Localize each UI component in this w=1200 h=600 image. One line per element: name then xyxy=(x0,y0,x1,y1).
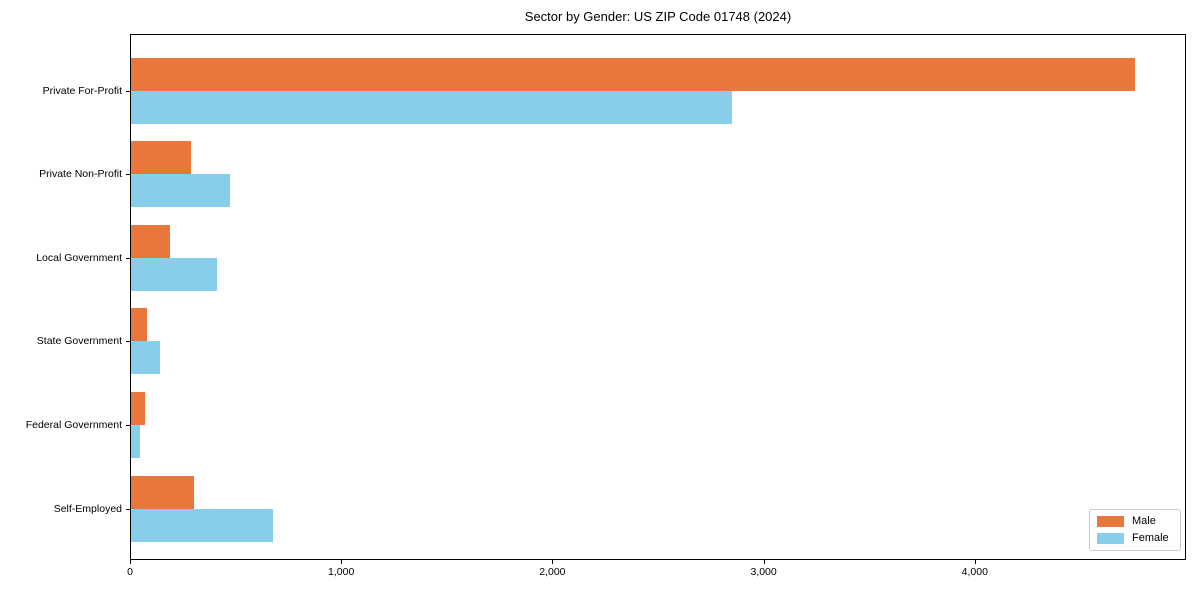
x-tick-label-1000: 1,000 xyxy=(328,566,355,578)
bar-female-private-for-profit xyxy=(130,90,732,124)
y-tick-label-local-government: Local Government xyxy=(36,251,122,264)
y-tick-mark xyxy=(126,424,130,426)
y-tick-label-private-non-profit: Private Non-Profit xyxy=(39,168,122,181)
bar-male-private-non-profit xyxy=(130,141,192,175)
x-tick-mark xyxy=(974,560,976,564)
x-tick-label-3000: 3,000 xyxy=(750,566,777,578)
bar-female-state-government xyxy=(130,341,160,375)
y-tick-mark xyxy=(126,90,130,92)
legend-label-female: Female xyxy=(1132,532,1169,544)
bar-female-federal-government xyxy=(130,424,140,458)
x-tick-mark xyxy=(763,560,765,564)
bar-male-local-government xyxy=(130,224,171,258)
y-tick-label-private-for-profit: Private For-Profit xyxy=(42,84,122,97)
x-tick-label-0: 0 xyxy=(127,566,133,578)
legend-row-female: Female xyxy=(1097,532,1172,545)
legend-row-male: Male xyxy=(1097,515,1172,528)
y-tick-mark xyxy=(126,174,130,176)
chart-title: Sector by Gender: US ZIP Code 01748 (202… xyxy=(524,9,792,24)
bar-male-state-government xyxy=(130,308,147,342)
legend-swatch-female xyxy=(1097,533,1124,544)
y-tick-label-self-employed: Self-Employed xyxy=(53,502,122,515)
legend-swatch-male xyxy=(1097,516,1124,527)
y-tick-label-federal-government: Federal Government xyxy=(25,418,122,431)
y-tick-mark xyxy=(126,508,130,510)
x-tick-mark xyxy=(552,560,554,564)
bar-male-private-for-profit xyxy=(130,57,1136,91)
plot-area xyxy=(130,34,1186,560)
bar-female-private-non-profit xyxy=(130,174,231,208)
y-tick-mark xyxy=(126,257,130,259)
x-tick-mark xyxy=(341,560,343,564)
bar-female-self-employed xyxy=(130,508,273,542)
x-tick-label-2000: 2,000 xyxy=(539,566,566,578)
x-tick-mark xyxy=(130,560,131,564)
legend-label-male: Male xyxy=(1132,515,1156,527)
x-tick-label-4000: 4,000 xyxy=(961,566,988,578)
y-tick-mark xyxy=(126,341,130,343)
legend: Male Female xyxy=(1089,509,1181,551)
y-tick-label-state-government: State Government xyxy=(36,335,122,348)
bar-female-local-government xyxy=(130,257,217,291)
bar-male-self-employed xyxy=(130,475,195,509)
bar-male-federal-government xyxy=(130,391,145,425)
